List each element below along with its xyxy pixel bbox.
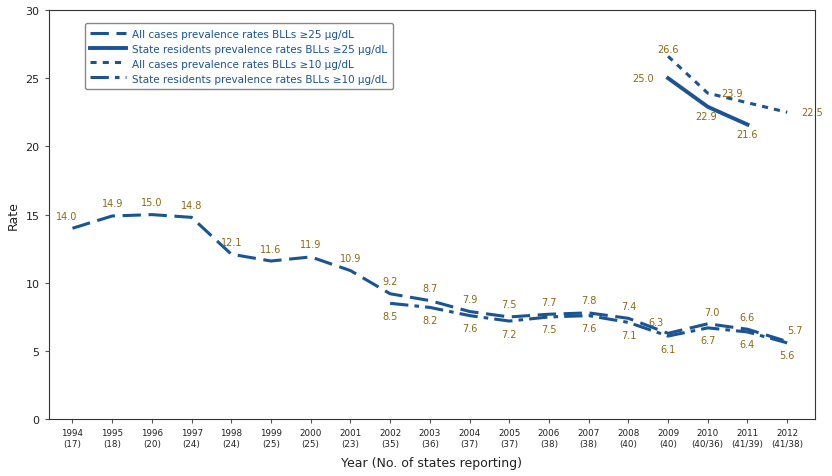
All cases prevalence rates BLLs ≥25 μg/dL	[703, 321, 713, 327]
Text: 9.2: 9.2	[383, 277, 398, 287]
State residents prevalence rates BLLs ≥10 μg/dL	[742, 329, 752, 335]
Text: 7.5: 7.5	[502, 300, 517, 310]
Text: 6.1: 6.1	[661, 344, 676, 354]
All cases prevalence rates BLLs ≥25 μg/dL	[623, 316, 633, 321]
All cases prevalence rates BLLs ≥25 μg/dL	[305, 255, 315, 260]
Line: State residents prevalence rates BLLs ≥10 μg/dL: State residents prevalence rates BLLs ≥1…	[390, 304, 787, 343]
Text: 5.7: 5.7	[787, 325, 803, 335]
All cases prevalence rates BLLs ≥25 μg/dL	[544, 312, 554, 317]
Text: 10.9: 10.9	[339, 254, 361, 264]
Text: 7.8: 7.8	[581, 296, 597, 306]
All cases prevalence rates BLLs ≥10 μg/dL	[782, 110, 792, 116]
Text: 11.6: 11.6	[260, 244, 282, 254]
Text: 12.1: 12.1	[220, 237, 242, 247]
All cases prevalence rates BLLs ≥25 μg/dL	[147, 212, 157, 218]
All cases prevalence rates BLLs ≥25 μg/dL	[385, 291, 395, 297]
Line: State residents prevalence rates BLLs ≥25 μg/dL: State residents prevalence rates BLLs ≥2…	[668, 79, 747, 125]
State residents prevalence rates BLLs ≥10 μg/dL	[782, 340, 792, 346]
State residents prevalence rates BLLs ≥10 μg/dL	[584, 313, 594, 319]
All cases prevalence rates BLLs ≥25 μg/dL	[67, 226, 77, 232]
State residents prevalence rates BLLs ≥10 μg/dL	[504, 318, 514, 324]
State residents prevalence rates BLLs ≥25 μg/dL	[663, 76, 673, 82]
Text: 6.3: 6.3	[649, 317, 664, 327]
Text: 6.6: 6.6	[740, 313, 755, 323]
Text: 23.9: 23.9	[721, 89, 743, 99]
Text: 8.5: 8.5	[383, 311, 398, 321]
Text: 8.2: 8.2	[422, 315, 438, 325]
State residents prevalence rates BLLs ≥25 μg/dL	[703, 105, 713, 110]
All cases prevalence rates BLLs ≥25 μg/dL	[107, 214, 117, 219]
All cases prevalence rates BLLs ≥25 μg/dL	[345, 268, 355, 274]
Line: All cases prevalence rates BLLs ≥10 μg/dL: All cases prevalence rates BLLs ≥10 μg/d…	[668, 57, 787, 113]
All cases prevalence rates BLLs ≥25 μg/dL	[464, 309, 474, 315]
Text: 21.6: 21.6	[737, 130, 758, 140]
All cases prevalence rates BLLs ≥25 μg/dL	[425, 298, 435, 304]
Text: 11.9: 11.9	[300, 240, 321, 250]
All cases prevalence rates BLLs ≥10 μg/dL	[663, 54, 673, 60]
Text: 6.7: 6.7	[700, 336, 716, 346]
Text: 8.7: 8.7	[422, 284, 438, 294]
All cases prevalence rates BLLs ≥25 μg/dL	[782, 339, 792, 345]
Text: 5.6: 5.6	[780, 351, 795, 361]
Text: 7.4: 7.4	[621, 301, 636, 311]
Line: All cases prevalence rates BLLs ≥25 μg/dL: All cases prevalence rates BLLs ≥25 μg/d…	[72, 215, 787, 342]
All cases prevalence rates BLLs ≥10 μg/dL	[703, 91, 713, 97]
Text: 22.9: 22.9	[695, 112, 716, 122]
Text: 14.9: 14.9	[102, 199, 123, 209]
Text: 14.8: 14.8	[181, 200, 202, 210]
State residents prevalence rates BLLs ≥10 μg/dL	[663, 334, 673, 339]
Text: 7.6: 7.6	[581, 323, 597, 333]
All cases prevalence rates BLLs ≥25 μg/dL	[266, 258, 276, 264]
Text: 7.0: 7.0	[704, 307, 720, 317]
State residents prevalence rates BLLs ≥10 μg/dL	[385, 301, 395, 307]
All cases prevalence rates BLLs ≥25 μg/dL	[663, 331, 673, 337]
Text: 7.9: 7.9	[462, 294, 478, 304]
State residents prevalence rates BLLs ≥10 μg/dL	[464, 313, 474, 319]
Text: 7.1: 7.1	[621, 330, 636, 340]
Legend: All cases prevalence rates BLLs ≥25 μg/dL, State residents prevalence rates BLLs: All cases prevalence rates BLLs ≥25 μg/d…	[85, 24, 393, 89]
Text: 7.7: 7.7	[541, 297, 557, 307]
Text: 15.0: 15.0	[141, 198, 162, 208]
Text: 7.2: 7.2	[502, 329, 517, 339]
State residents prevalence rates BLLs ≥10 μg/dL	[544, 315, 554, 320]
State residents prevalence rates BLLs ≥10 μg/dL	[623, 320, 633, 326]
All cases prevalence rates BLLs ≥25 μg/dL	[584, 310, 594, 316]
State residents prevalence rates BLLs ≥10 μg/dL	[425, 305, 435, 311]
State residents prevalence rates BLLs ≥10 μg/dL	[703, 325, 713, 331]
Text: 7.5: 7.5	[541, 325, 557, 335]
Y-axis label: Rate: Rate	[7, 201, 20, 229]
X-axis label: Year (No. of states reporting): Year (No. of states reporting)	[341, 456, 522, 469]
Text: 26.6: 26.6	[657, 45, 679, 55]
All cases prevalence rates BLLs ≥25 μg/dL	[226, 252, 236, 258]
All cases prevalence rates BLLs ≥25 μg/dL	[504, 315, 514, 320]
All cases prevalence rates BLLs ≥25 μg/dL	[186, 215, 196, 221]
Text: 7.6: 7.6	[462, 323, 478, 333]
State residents prevalence rates BLLs ≥25 μg/dL	[742, 122, 752, 128]
Text: 14.0: 14.0	[56, 211, 77, 221]
Text: 25.0: 25.0	[632, 74, 654, 84]
Text: 6.4: 6.4	[740, 340, 755, 350]
Text: 22.5: 22.5	[801, 108, 823, 118]
All cases prevalence rates BLLs ≥25 μg/dL	[742, 327, 752, 332]
